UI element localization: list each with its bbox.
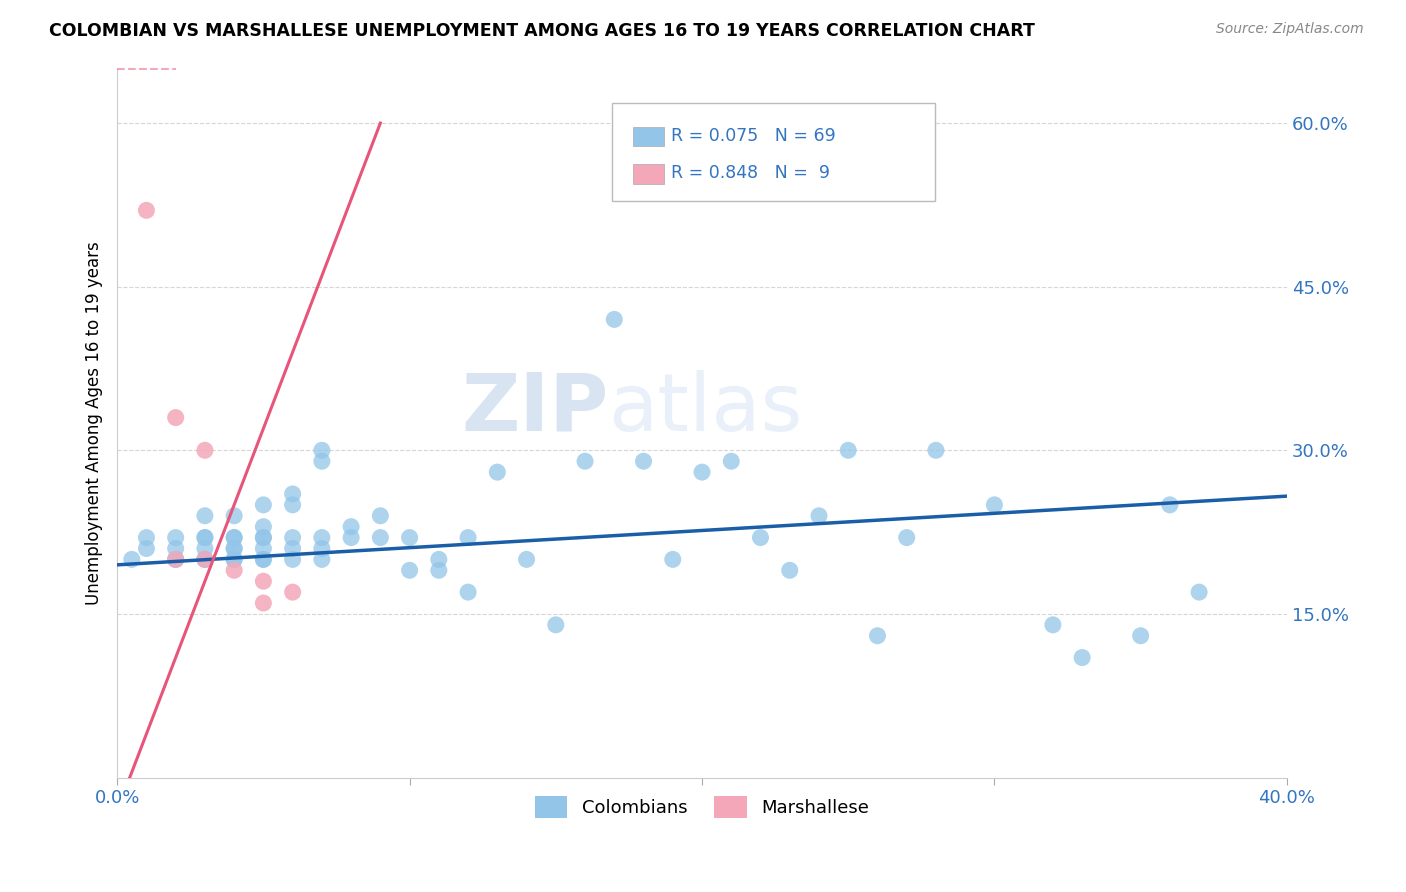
Point [661, 552, 683, 566]
Text: ZIP: ZIP [461, 370, 609, 448]
Point [121, 552, 143, 566]
Point [194, 531, 217, 545]
Point [603, 312, 626, 326]
Text: R = 0.848   N =  9: R = 0.848 N = 9 [671, 164, 830, 182]
Point [866, 629, 889, 643]
Point [252, 541, 274, 556]
Point [194, 541, 217, 556]
Point [194, 552, 217, 566]
Point [311, 443, 333, 458]
Point [340, 531, 363, 545]
Point [194, 552, 217, 566]
Point [311, 541, 333, 556]
Point [311, 531, 333, 545]
Point [224, 552, 246, 566]
Point [252, 574, 274, 589]
Point [544, 617, 567, 632]
Point [690, 465, 713, 479]
Point [165, 410, 187, 425]
Point [224, 552, 246, 566]
Point [1188, 585, 1211, 599]
Point [194, 552, 217, 566]
Point [224, 563, 246, 577]
Point [252, 498, 274, 512]
Point [135, 531, 157, 545]
Point [224, 508, 246, 523]
Point [224, 541, 246, 556]
Point [398, 563, 420, 577]
Point [252, 531, 274, 545]
Point [925, 443, 948, 458]
Point [457, 531, 479, 545]
Point [165, 552, 187, 566]
Point [807, 508, 830, 523]
Point [983, 498, 1005, 512]
Point [281, 552, 304, 566]
Point [340, 519, 363, 533]
Point [165, 552, 187, 566]
Point [516, 552, 538, 566]
Point [457, 585, 479, 599]
Point [252, 552, 274, 566]
Point [281, 541, 304, 556]
Point [252, 552, 274, 566]
Point [1071, 650, 1094, 665]
Legend: Colombians, Marshallese: Colombians, Marshallese [527, 789, 876, 825]
Point [370, 531, 392, 545]
Point [311, 552, 333, 566]
Point [779, 563, 801, 577]
Point [165, 531, 187, 545]
Point [165, 541, 187, 556]
Point [370, 508, 392, 523]
Point [281, 585, 304, 599]
Point [1042, 617, 1064, 632]
Point [427, 563, 450, 577]
Point [252, 596, 274, 610]
Point [281, 531, 304, 545]
Point [1159, 498, 1181, 512]
Point [224, 541, 246, 556]
Point [194, 443, 217, 458]
Text: COLOMBIAN VS MARSHALLESE UNEMPLOYMENT AMONG AGES 16 TO 19 YEARS CORRELATION CHAR: COLOMBIAN VS MARSHALLESE UNEMPLOYMENT AM… [49, 22, 1035, 40]
Point [135, 541, 157, 556]
Point [281, 487, 304, 501]
Point [194, 531, 217, 545]
Point [194, 508, 217, 523]
Point [311, 454, 333, 468]
Point [398, 531, 420, 545]
Text: R = 0.075   N = 69: R = 0.075 N = 69 [671, 127, 835, 145]
Point [427, 552, 450, 566]
Point [224, 531, 246, 545]
Point [837, 443, 859, 458]
Point [486, 465, 509, 479]
Point [896, 531, 918, 545]
Point [252, 519, 274, 533]
Point [1129, 629, 1152, 643]
Point [281, 498, 304, 512]
Point [224, 531, 246, 545]
Point [749, 531, 772, 545]
Point [165, 552, 187, 566]
Text: Source: ZipAtlas.com: Source: ZipAtlas.com [1216, 22, 1364, 37]
Text: atlas: atlas [609, 370, 803, 448]
Point [633, 454, 655, 468]
Point [135, 203, 157, 218]
Y-axis label: Unemployment Among Ages 16 to 19 years: Unemployment Among Ages 16 to 19 years [86, 241, 103, 605]
Point [720, 454, 742, 468]
Point [252, 531, 274, 545]
Point [574, 454, 596, 468]
